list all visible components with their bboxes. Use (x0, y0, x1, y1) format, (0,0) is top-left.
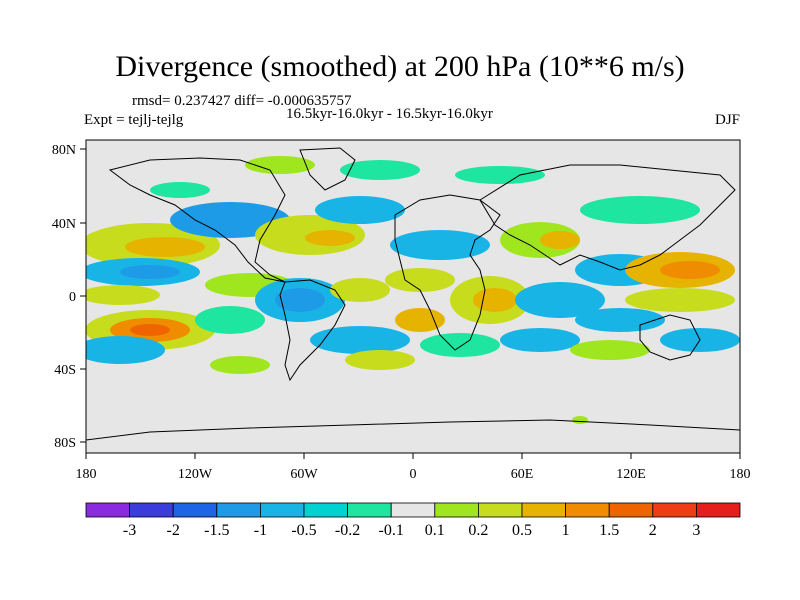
colorbar-swatch (85, 502, 130, 518)
lon-label: 180 (76, 467, 97, 482)
divergence-contours (86, 156, 740, 424)
stats-line: rmsd= 0.237427 diff= -0.000635757 (132, 93, 352, 109)
colorbar-label: -1.5 (204, 522, 229, 539)
colorbar-swatch (390, 502, 436, 518)
colorbar-swatch (303, 502, 348, 518)
lon-label: 120W (178, 467, 213, 482)
experiment-line: Expt = tejlj-tejlg (84, 112, 184, 128)
colorbar-label: -2 (167, 522, 180, 539)
colorbar-swatch (652, 502, 697, 518)
colorbar-label: -0.2 (335, 522, 360, 539)
coastlines (86, 147, 740, 441)
colorbar-swatch (608, 502, 654, 518)
lon-label: 60E (511, 467, 534, 482)
colorbar-swatch (347, 502, 392, 518)
colorbar-label: -1 (254, 522, 267, 539)
colorbar-swatch (565, 502, 610, 518)
lon-label: 0 (410, 467, 417, 482)
colorbar-swatch (129, 502, 174, 518)
colorbar-swatch (434, 502, 479, 518)
colorbar-swatch (696, 502, 741, 518)
lon-label: 120E (616, 467, 646, 482)
colorbar-label: -0.5 (291, 522, 316, 539)
colorbar-label: 3 (692, 522, 700, 539)
lat-label: 80S (54, 436, 76, 451)
colorbar-swatch (259, 502, 305, 518)
colorbar-label: 0.1 (425, 522, 445, 539)
lat-label: 40N (52, 217, 76, 232)
colorbar-label: -0.1 (379, 522, 404, 539)
lon-label: 180 (730, 467, 751, 482)
period-line: 16.5kyr-16.0kyr - 16.5kyr-16.0kyr (286, 106, 493, 122)
colorbar-label: 1 (562, 522, 570, 539)
colorbar-swatch (216, 502, 261, 518)
colorbar-swatch (521, 502, 566, 518)
lat-label: 80N (52, 143, 76, 158)
longitude-axis: 180 120W 60W 0 60E 120E 180 (76, 453, 751, 482)
colorbar-label: -3 (123, 522, 136, 539)
plot-title: Divergence (smoothed) at 200 hPa (10**6 … (115, 50, 685, 83)
lat-label: 0 (69, 290, 76, 305)
colorbar-label: 0.2 (468, 522, 488, 539)
colorbar-label: 2 (649, 522, 657, 539)
colorbar-swatch (477, 502, 523, 518)
colorbar-label: 0.5 (512, 522, 532, 539)
season-label: DJF (714, 112, 740, 128)
lon-label: 60W (290, 467, 318, 482)
latitude-axis: 80N 40N 0 40S 80S (52, 143, 86, 451)
colorbar-swatch (172, 502, 218, 518)
colorbar-label: 1.5 (599, 522, 619, 539)
lat-label: 40S (54, 363, 76, 378)
colorbar: -3 -2 -1.5 -1 -0.5 -0.2 -0.1 0.1 0.2 0.5 1 1.5 2 3 (85, 502, 741, 539)
